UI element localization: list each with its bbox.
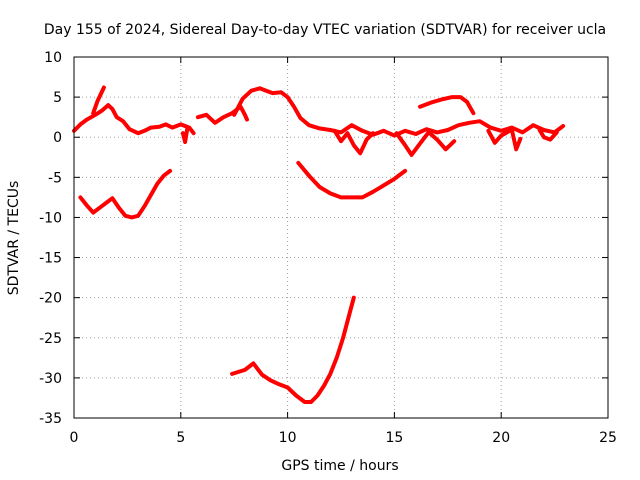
axis-ticks: [73, 56, 609, 419]
series-line-arc-dip-22h: [537, 128, 559, 142]
series-line-arc-dip-13h: [332, 128, 375, 156]
y-tick-label: -25: [39, 331, 62, 347]
y-tick-label: -10: [39, 210, 62, 226]
series-line-arc-peak-9h: [232, 86, 333, 132]
series-line-arc-dip-15h: [394, 130, 431, 157]
series-line-arc-mid-6h: [195, 104, 249, 125]
x-tick-label: 20: [492, 430, 510, 446]
series-line-arc-dip-5h: [180, 127, 190, 144]
y-tick-label: -30: [39, 371, 62, 387]
x-tick-label: 15: [385, 430, 403, 446]
series-line-arc-hump-17h: [418, 95, 476, 116]
x-tick-label: 25: [599, 430, 617, 446]
y-tick-label: 10: [44, 50, 62, 66]
y-tick-label: -5: [48, 170, 62, 186]
plot-frame: [73, 56, 609, 419]
y-tick-label: 5: [53, 90, 62, 106]
series-line-arc-low-left: [78, 168, 173, 220]
y-tick-label: -35: [39, 411, 62, 427]
series-line-arc-dip-20h: [486, 128, 512, 145]
y-tick-label: 0: [53, 130, 62, 146]
data-series: [72, 85, 566, 404]
series-line-arc-dip-17h: [428, 132, 457, 152]
series-line-arc-low-mid: [296, 160, 408, 200]
x-tick-label: 5: [176, 430, 185, 446]
x-tick-label: 10: [279, 430, 297, 446]
series-line-arc-dip-21h: [509, 128, 523, 152]
series-line-arc-upper-12h: [328, 119, 566, 138]
series-line-arc-main-upper: [72, 103, 196, 136]
x-tick-label: 0: [70, 430, 79, 446]
y-axis-label: SDTVAR / TECUs: [6, 181, 22, 296]
y-tick-label: -15: [39, 251, 62, 267]
grid: [74, 57, 608, 418]
series-line-arc-deep: [230, 295, 356, 404]
chart-title: Day 155 of 2024, Sidereal Day-to-day VTE…: [44, 22, 606, 38]
y-tick-label: -20: [39, 291, 62, 307]
tick-labels: 0 5 10 15 20 25 -35 -30 -25 -20 -15 -10 -5 0 5 10: [39, 50, 617, 446]
series-line-arc-spike-1h: [91, 85, 106, 116]
x-axis-label: GPS time / hours: [281, 458, 398, 474]
